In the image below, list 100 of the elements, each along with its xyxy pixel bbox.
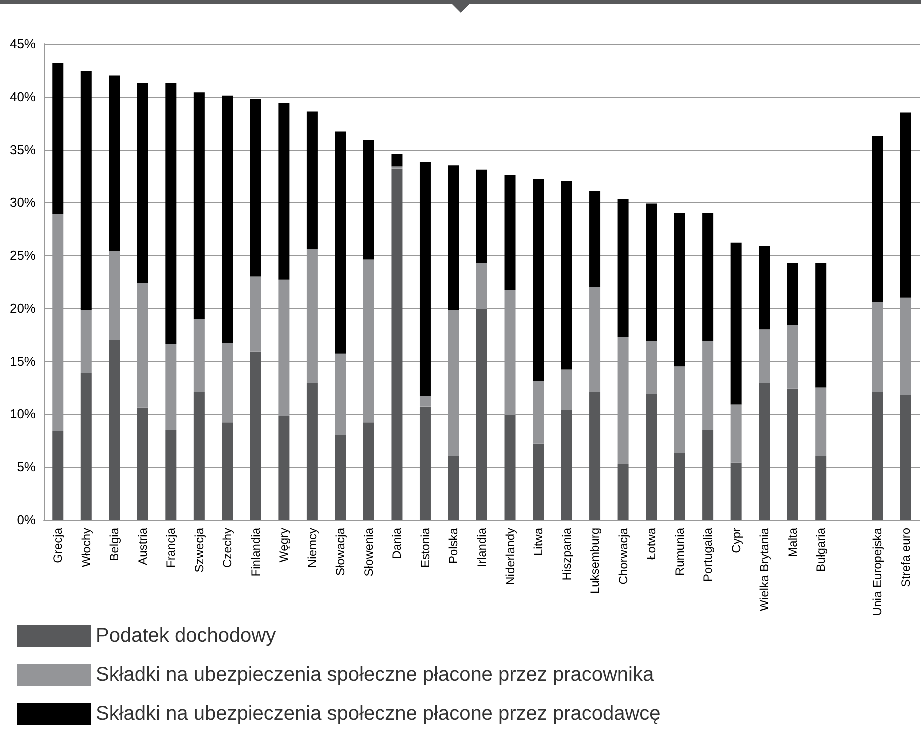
bar — [80, 72, 92, 311]
x-tick-label: Bułgaria — [814, 528, 828, 572]
x-tick-label: Estonia — [418, 528, 432, 568]
bar — [759, 246, 770, 330]
bar — [533, 179, 544, 382]
bar — [250, 99, 262, 277]
legend-label: Składki na ubezpieczenia społeczne płacone przez pracownika — [96, 664, 655, 686]
x-tick-label: Polska — [446, 528, 461, 564]
bar — [646, 204, 658, 342]
bar — [590, 191, 601, 288]
bar — [222, 422, 234, 520]
bar — [476, 310, 488, 520]
bar — [278, 103, 290, 280]
y-tick-label: 25% — [10, 248, 36, 264]
bar — [787, 388, 798, 520]
bar — [476, 170, 488, 263]
x-tick-label: Malta — [786, 528, 800, 558]
x-tick-label: Belgia — [108, 528, 122, 562]
x-tick-label: Cypr — [729, 528, 744, 554]
x-tick-label: Francja — [164, 528, 178, 568]
bar — [533, 444, 544, 520]
bar — [872, 136, 884, 302]
legend-label: Składki na ubezpieczenia społeczne płacone przez pracodawcę — [96, 703, 661, 725]
bar — [137, 408, 148, 520]
bar — [335, 435, 346, 520]
bar — [109, 340, 120, 520]
y-tick-label: 10% — [10, 406, 36, 422]
x-tick-label: Luksemburg — [588, 528, 602, 594]
bar — [787, 262, 798, 326]
bar — [618, 464, 629, 520]
bar — [420, 396, 431, 407]
x-tick-label: Chorwacja — [616, 528, 630, 585]
bar — [504, 175, 516, 290]
legend-label: Podatek dochodowy — [96, 625, 276, 647]
bar — [278, 416, 290, 520]
bar — [363, 140, 374, 260]
x-tick-label: Dania — [390, 528, 404, 560]
bar — [730, 462, 742, 520]
bar — [674, 453, 686, 520]
y-tick-label: 30% — [10, 195, 36, 210]
bar — [900, 395, 912, 520]
x-tick-label: Unia Europejska — [870, 528, 885, 616]
bar — [872, 392, 884, 520]
bar — [109, 76, 120, 252]
bar — [52, 63, 64, 214]
x-tick-label: Węgry — [277, 528, 292, 563]
x-tick-label: Strefa euro — [898, 528, 913, 588]
bar — [392, 154, 403, 167]
bar — [674, 213, 686, 367]
bar — [420, 162, 431, 396]
bar — [448, 166, 460, 311]
bar — [80, 372, 92, 520]
x-tick-label: Włochy — [79, 528, 94, 568]
x-tick-label: Niderlandy — [503, 528, 518, 586]
bar — [561, 410, 572, 520]
bar — [306, 384, 318, 520]
bar — [166, 83, 177, 344]
x-tick-label: Portugalia — [701, 528, 716, 582]
bar — [363, 422, 374, 520]
x-tick-label: Finlandia — [248, 528, 263, 577]
y-tick-label: 40% — [10, 89, 36, 104]
bar — [759, 384, 770, 520]
bar — [702, 213, 714, 342]
x-tick-label: Słowenia — [362, 528, 376, 577]
x-tick-label: Irlandia — [475, 528, 489, 568]
y-tick-label: 35% — [10, 142, 36, 158]
bar — [306, 112, 318, 250]
bar — [618, 199, 629, 338]
x-tick-label: Czechy — [220, 528, 235, 568]
bar — [561, 182, 572, 370]
y-tick-label: 5% — [17, 460, 36, 475]
bar — [335, 132, 346, 354]
bar — [816, 262, 827, 388]
bar — [194, 392, 205, 520]
bar — [590, 392, 601, 520]
bar — [52, 431, 64, 520]
x-tick-label: Hiszpania — [560, 528, 574, 581]
x-tick-label: Rumunia — [672, 528, 687, 576]
bar — [504, 415, 516, 520]
y-tick-label: 45% — [10, 36, 36, 52]
bar — [730, 242, 742, 405]
x-tick-label: Austria — [136, 528, 150, 566]
x-tick-label: Niemcy — [305, 528, 320, 568]
bar — [561, 370, 572, 410]
bar — [137, 83, 148, 284]
y-tick-label: 20% — [10, 300, 36, 316]
bar — [392, 168, 403, 520]
bar — [194, 92, 205, 320]
bar — [166, 430, 177, 520]
x-tick-label: Słowacja — [334, 528, 348, 576]
x-tick-label: Szwecja — [192, 528, 206, 573]
y-tick-label: 15% — [10, 354, 36, 369]
bar — [900, 112, 912, 298]
x-tick-label: Łotwa — [644, 528, 659, 560]
bar — [646, 394, 658, 520]
x-tick-label: Grecja — [51, 528, 66, 564]
x-tick-label: Wielka Brytania — [758, 528, 772, 612]
bar — [250, 352, 262, 520]
bar — [420, 406, 431, 520]
bar — [816, 456, 827, 520]
